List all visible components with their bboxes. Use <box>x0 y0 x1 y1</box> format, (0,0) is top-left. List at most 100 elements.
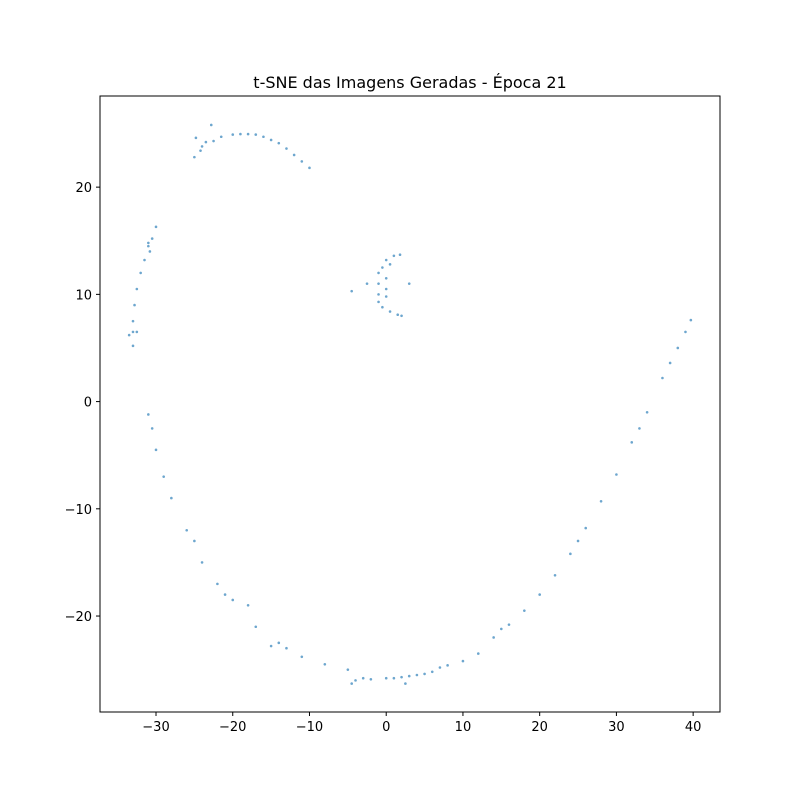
point <box>689 318 693 322</box>
point <box>254 133 258 136</box>
point <box>131 344 135 348</box>
point <box>285 646 288 650</box>
point <box>246 132 250 136</box>
point <box>209 123 213 127</box>
point <box>354 679 357 682</box>
point <box>254 625 258 629</box>
point <box>219 135 223 139</box>
point <box>139 271 142 275</box>
chart-title: t-SNE das Imagens Geradas - Época 21 <box>253 73 566 92</box>
point <box>398 253 402 256</box>
point <box>185 528 189 532</box>
point <box>507 623 511 626</box>
point <box>193 539 196 543</box>
x-tick-label: −20 <box>219 720 246 735</box>
point <box>599 500 603 503</box>
point <box>277 141 281 145</box>
point <box>269 138 273 142</box>
point <box>384 287 388 291</box>
y-tick-label: 10 <box>75 288 92 303</box>
point <box>381 266 384 269</box>
point <box>162 475 165 478</box>
point <box>200 561 204 564</box>
point <box>553 573 557 577</box>
point <box>231 598 235 602</box>
point <box>131 319 135 323</box>
point <box>438 666 442 669</box>
point <box>668 361 672 365</box>
point <box>446 664 449 667</box>
point <box>377 293 380 296</box>
point <box>396 313 400 317</box>
point <box>615 473 618 476</box>
point <box>538 593 541 596</box>
point <box>223 593 227 596</box>
point <box>193 155 196 159</box>
point <box>381 305 384 309</box>
point <box>569 552 572 556</box>
point <box>384 276 388 280</box>
y-tick-label: −20 <box>65 610 92 625</box>
point <box>676 346 680 350</box>
point <box>147 244 150 248</box>
point <box>154 225 158 229</box>
x-tick-label: −30 <box>142 720 169 735</box>
y-tick-label: 0 <box>84 396 92 411</box>
point <box>404 682 407 685</box>
point <box>645 411 649 414</box>
point <box>135 330 139 334</box>
point <box>388 263 392 266</box>
point <box>638 427 641 430</box>
point <box>323 662 327 666</box>
point <box>150 237 154 240</box>
point <box>262 135 265 139</box>
point <box>135 287 139 291</box>
point <box>292 153 296 157</box>
point <box>384 258 388 262</box>
point <box>147 241 150 245</box>
point <box>200 145 204 148</box>
point <box>194 136 198 140</box>
point <box>461 659 465 663</box>
x-tick-label: 40 <box>685 720 702 735</box>
point <box>127 333 131 337</box>
x-tick-label: −10 <box>296 720 323 735</box>
point <box>154 448 158 452</box>
point <box>131 330 135 334</box>
point <box>423 672 426 676</box>
x-tick-label: 0 <box>382 720 390 735</box>
point <box>392 676 396 680</box>
point <box>584 526 588 530</box>
point <box>377 282 380 285</box>
point <box>148 250 152 253</box>
point <box>661 376 664 380</box>
point <box>500 627 503 631</box>
point <box>415 673 419 677</box>
point <box>204 140 208 144</box>
point <box>400 314 403 318</box>
point <box>285 147 288 150</box>
point <box>150 427 154 430</box>
y-tick-label: 20 <box>75 181 92 196</box>
point <box>199 149 202 152</box>
point <box>384 295 388 298</box>
plot-frame <box>99 95 721 713</box>
point <box>576 539 580 543</box>
point <box>147 413 150 416</box>
point <box>407 282 411 285</box>
point <box>346 668 350 671</box>
y-tick-label: −10 <box>65 503 92 518</box>
point <box>523 609 526 612</box>
point <box>392 254 396 258</box>
point <box>388 310 392 313</box>
point <box>143 258 146 262</box>
point <box>277 641 281 645</box>
point <box>476 652 480 655</box>
point <box>365 282 369 285</box>
x-tick-label: 10 <box>455 720 472 735</box>
point <box>430 670 434 674</box>
point <box>239 132 242 136</box>
point <box>684 330 687 334</box>
point <box>384 676 388 680</box>
